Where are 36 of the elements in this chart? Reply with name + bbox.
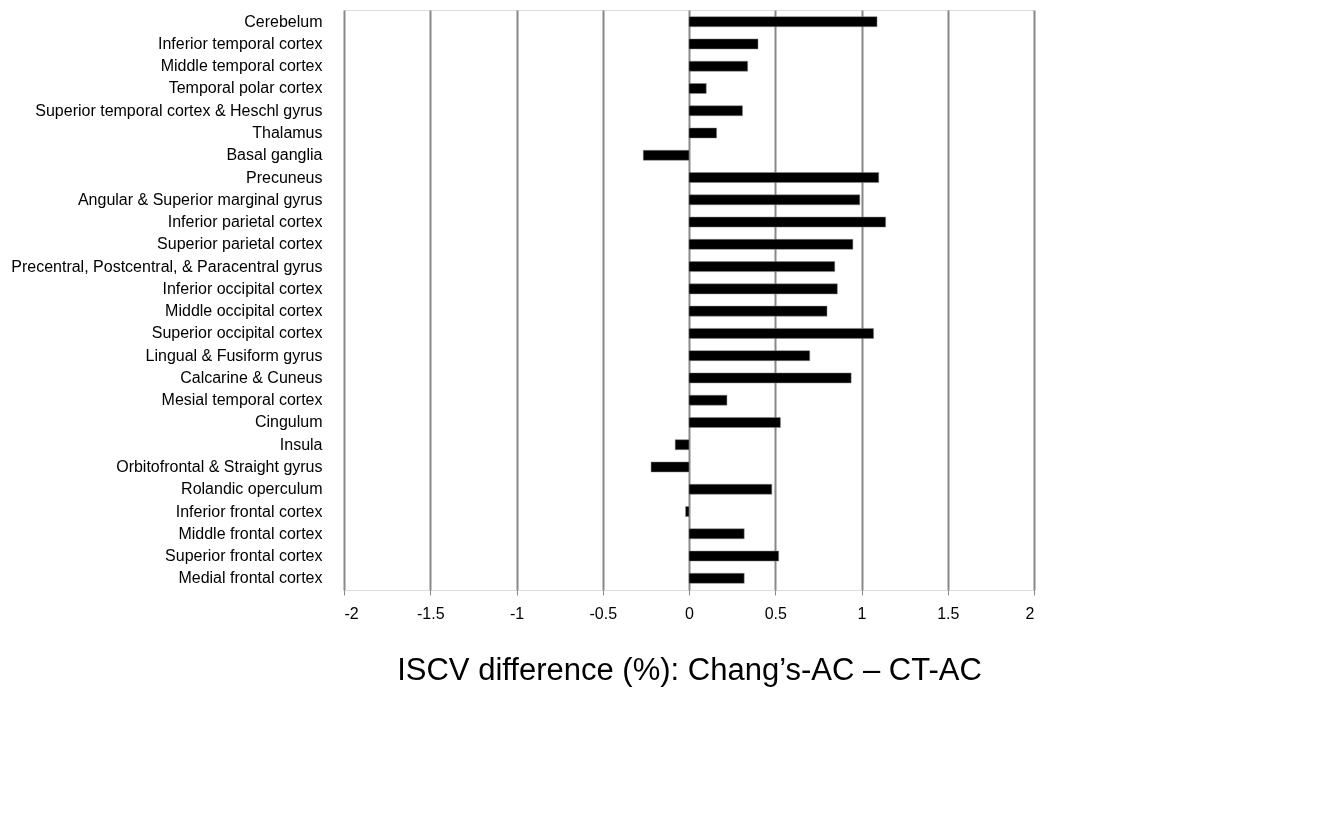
y-tick-label: Inferior occipital cortex — [162, 279, 323, 297]
y-tick-label: Mesial temporal cortex — [161, 391, 323, 409]
x-tick-label: 0.5 — [764, 604, 787, 622]
y-tick-label: Inferior frontal cortex — [175, 502, 323, 520]
x-axis-title: ISCV difference (%): Chang’s-AC – CT-AC — [397, 651, 982, 687]
x-tick-label: 1.5 — [937, 604, 960, 622]
y-tick-label: Precentral, Postcentral, & Paracentral gyrus — [11, 257, 323, 275]
y-tick-label: Superior frontal cortex — [165, 547, 323, 565]
y-tick-label: Middle occipital cortex — [165, 302, 323, 320]
y-tick-label: Thalamus — [252, 124, 323, 142]
x-tick-label: -1.5 — [416, 604, 445, 622]
x-tick-label: 0 — [685, 604, 695, 622]
y-tick-label: Temporal polar cortex — [168, 79, 323, 97]
y-tick-label: Middle frontal cortex — [178, 524, 323, 542]
y-tick-label: Inferior parietal cortex — [167, 213, 323, 231]
y-tick-label: Rolandic operculum — [181, 480, 323, 498]
y-tick-label: Superior temporal cortex & Heschl gyrus — [35, 101, 323, 119]
y-tick-label: Orbitofrontal & Straight gyrus — [116, 457, 323, 475]
x-tick-label: -0.5 — [589, 604, 618, 622]
y-tick-label: Medial frontal cortex — [178, 569, 323, 587]
y-tick-label: Superior occipital cortex — [151, 324, 323, 342]
x-tick-label: -1 — [509, 604, 525, 622]
x-tick-label: -2 — [344, 604, 359, 622]
x-tick-label: 1 — [857, 604, 867, 622]
y-tick-label: Cingulum — [254, 413, 323, 431]
y-tick-label: Basal ganglia — [226, 146, 323, 164]
y-tick-label: Lingual & Fusiform gyrus — [145, 346, 323, 364]
y-tick-label: Cerebelum — [244, 12, 323, 30]
y-tick-label: Precuneus — [246, 168, 323, 186]
y-tick-label: Calcarine & Cuneus — [180, 368, 323, 386]
y-tick-label: Inferior temporal cortex — [157, 34, 323, 52]
x-tick-label: 2 — [1025, 604, 1035, 622]
y-tick-label: Superior parietal cortex — [157, 235, 323, 253]
y-tick-label: Middle temporal cortex — [160, 57, 323, 75]
y-tick-label: Angular & Superior marginal gyrus — [77, 190, 323, 208]
y-tick-label: Insula — [279, 435, 323, 453]
